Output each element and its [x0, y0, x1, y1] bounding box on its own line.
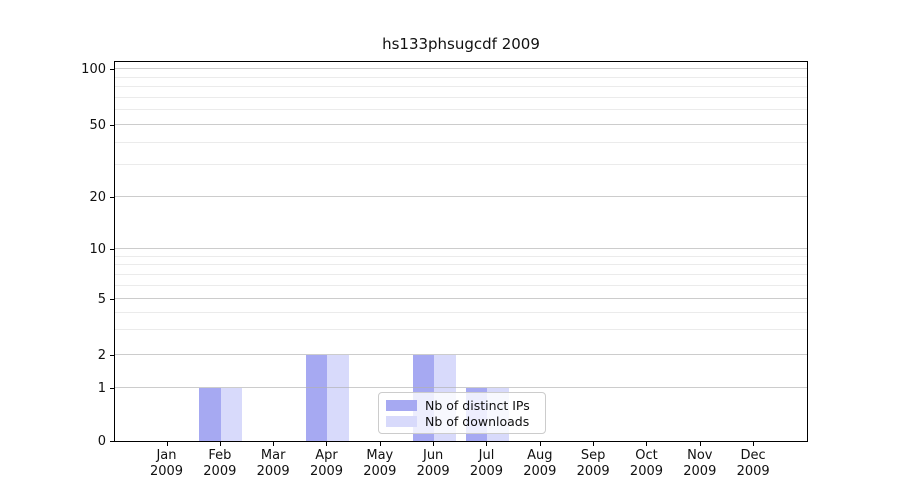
x-tick-may — [379, 442, 381, 446]
legend-label-downloads: Nb of downloads — [425, 413, 530, 429]
minor-gridline-y-7 — [115, 273, 807, 275]
minor-gridline-y-8 — [115, 264, 807, 266]
y-tick-50 — [110, 125, 114, 126]
x-tick-dec — [753, 442, 755, 446]
gridline-y-20 — [115, 196, 807, 197]
legend: Nb of distinct IPs Nb of downloads — [378, 392, 546, 434]
y-tick-label-50: 50 — [89, 118, 106, 133]
gridline-y-50 — [115, 124, 807, 125]
bar-distinct-ips-apr — [305, 355, 328, 441]
bar-downloads-feb — [220, 388, 243, 441]
minor-gridline-y-30 — [115, 164, 807, 166]
minor-gridline-y-70 — [115, 96, 807, 98]
minor-gridline-y-4 — [115, 311, 807, 313]
x-tick-jan — [166, 442, 168, 446]
x-tick-apr — [326, 442, 328, 446]
y-tick-5 — [110, 299, 114, 300]
y-tick-1 — [110, 388, 114, 389]
x-tick-label-may: May 2009 — [363, 448, 397, 479]
minor-gridline-y-90 — [115, 76, 807, 78]
x-tick-oct — [646, 442, 648, 446]
x-tick-label-jan: Jan 2009 — [149, 448, 184, 479]
bar-downloads-apr — [327, 355, 349, 441]
x-tick-label-oct: Oct 2009 — [629, 448, 664, 479]
x-tick-jul — [486, 442, 488, 446]
minor-gridline-y-60 — [115, 109, 807, 111]
legend-label-distinct-ips: Nb of distinct IPs — [425, 397, 530, 413]
gridline-y-2 — [115, 354, 807, 355]
y-tick-label-0: 0 — [97, 434, 106, 449]
y-tick-2 — [110, 355, 114, 356]
x-tick-jun — [433, 442, 435, 446]
y-tick-label-20: 20 — [89, 190, 106, 205]
minor-gridline-y-9 — [115, 255, 807, 257]
x-tick-label-jul: Jul 2009 — [469, 448, 504, 479]
x-tick-sep — [593, 442, 595, 446]
minor-gridline-y-3 — [115, 329, 807, 331]
gridline-y-10 — [115, 248, 807, 249]
y-tick-label-100: 100 — [81, 62, 106, 77]
gridline-y-5 — [115, 298, 807, 299]
x-tick-feb — [219, 442, 221, 446]
x-tick-label-aug: Aug 2009 — [523, 448, 557, 479]
x-tick-mar — [273, 442, 275, 446]
x-tick-label-sep: Sep 2009 — [576, 448, 610, 479]
y-tick-label-5: 5 — [97, 292, 106, 307]
legend-item-distinct-ips: Nb of distinct IPs — [386, 397, 536, 413]
gridline-y-100 — [115, 68, 807, 69]
x-tick-label-dec: Dec 2009 — [736, 448, 770, 479]
minor-gridline-y-40 — [115, 141, 807, 143]
bar-distinct-ips-feb — [199, 388, 221, 441]
y-tick-label-10: 10 — [89, 242, 106, 257]
y-tick-0 — [110, 441, 114, 442]
minor-gridline-y-80 — [115, 86, 807, 88]
legend-item-downloads: Nb of downloads — [386, 413, 536, 429]
y-tick-label-2: 2 — [97, 348, 106, 363]
plot-area — [114, 61, 808, 442]
y-tick-10 — [110, 249, 114, 250]
minor-gridline-y-6 — [115, 284, 807, 286]
y-tick-20 — [110, 197, 114, 198]
x-tick-label-mar: Mar 2009 — [256, 448, 290, 479]
legend-swatch-distinct-ips — [386, 399, 417, 411]
x-tick-label-feb: Feb 2009 — [203, 448, 237, 479]
x-tick-label-apr: Apr 2009 — [309, 448, 344, 479]
x-tick-aug — [539, 442, 541, 446]
legend-swatch-downloads — [386, 415, 417, 427]
y-tick-100 — [110, 69, 114, 70]
x-tick-label-jun: Jun 2009 — [416, 448, 450, 479]
chart-title: hs133phsugcdf 2009 — [382, 35, 540, 53]
y-tick-label-1: 1 — [97, 381, 106, 396]
gridline-y-1 — [115, 387, 807, 388]
x-tick-label-nov: Nov 2009 — [683, 448, 717, 479]
x-tick-nov — [699, 442, 701, 446]
